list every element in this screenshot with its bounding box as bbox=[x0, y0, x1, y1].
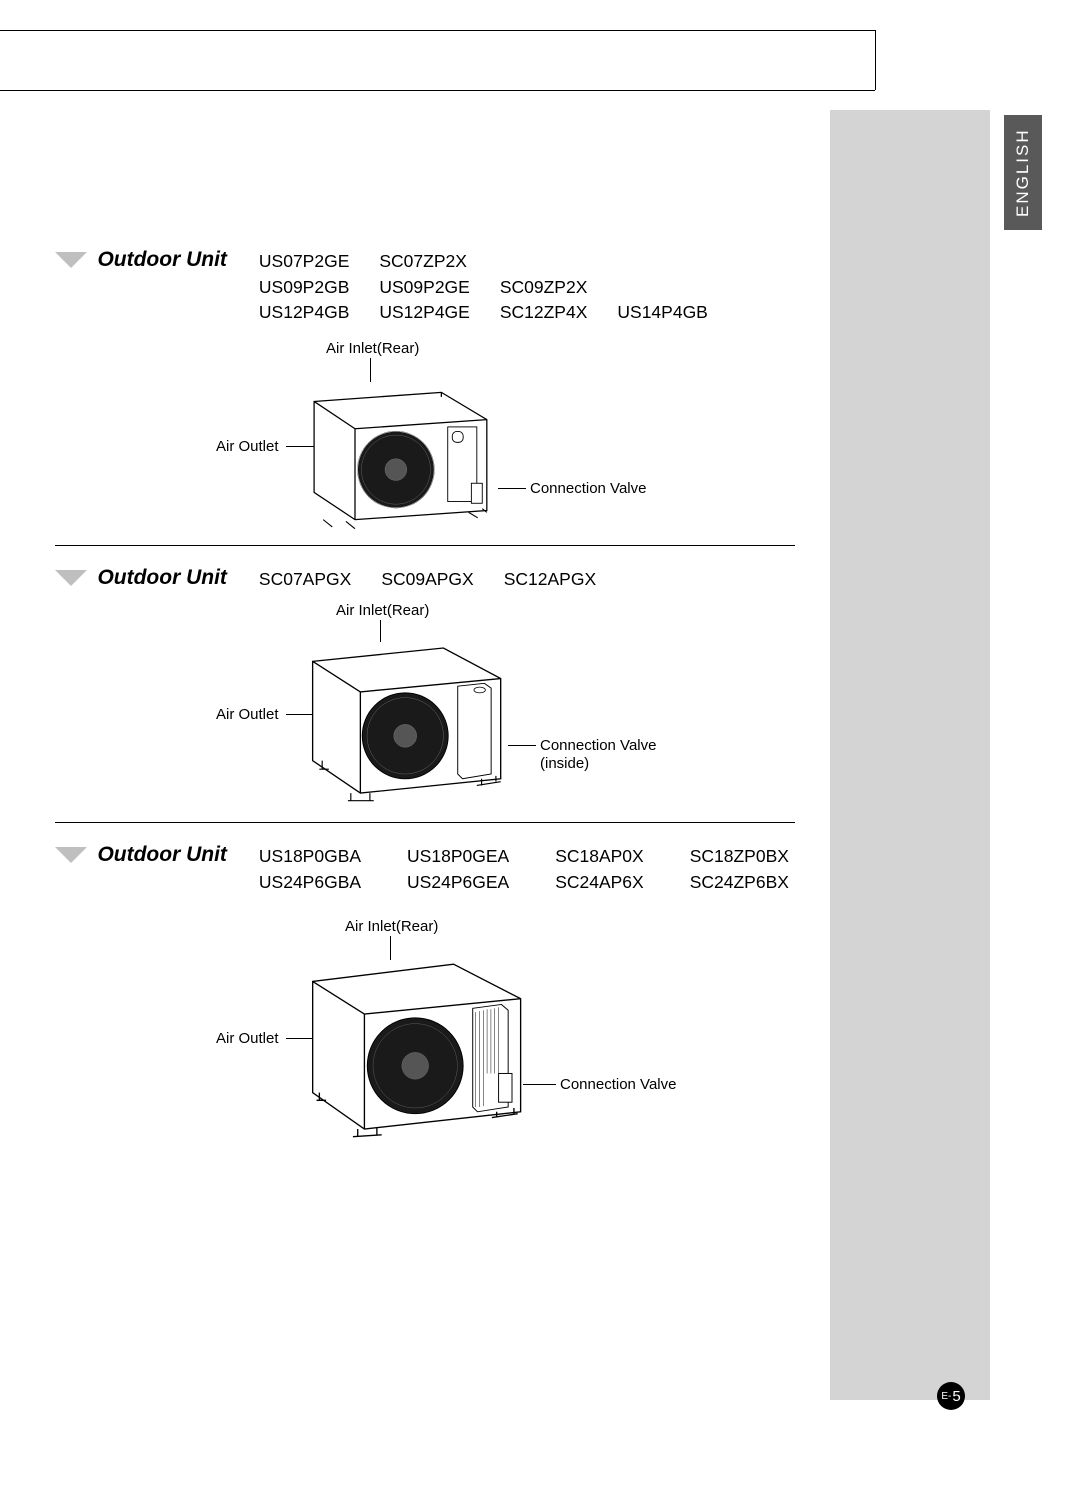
model: SC12ZP4X bbox=[500, 301, 616, 325]
model: SC09APGX bbox=[381, 568, 501, 592]
model: SC09ZP2X bbox=[500, 276, 616, 300]
model: US18P0GBA bbox=[259, 845, 405, 869]
diagram-3: Air Inlet(Rear) Air Outlet Connection Va… bbox=[220, 918, 780, 1168]
model-list: SC07APGX SC09APGX SC12APGX bbox=[257, 566, 626, 594]
section-2: Outdoor Unit SC07APGX SC09APGX SC12APGX bbox=[55, 566, 626, 594]
header-line-right bbox=[875, 30, 876, 90]
air-inlet-label: Air Inlet(Rear) bbox=[326, 340, 419, 357]
model: US09P2GE bbox=[379, 276, 497, 300]
section-divider bbox=[55, 822, 795, 823]
model: SC24ZP6BX bbox=[690, 871, 817, 895]
header-line-bottom bbox=[0, 90, 875, 91]
model bbox=[617, 276, 735, 300]
model: SC07APGX bbox=[259, 568, 379, 592]
air-outlet-label: Air Outlet bbox=[216, 438, 279, 455]
side-gray-bar bbox=[830, 110, 990, 1400]
page-number-badge: E-5 bbox=[937, 1382, 965, 1410]
model: US12P4GB bbox=[259, 301, 377, 325]
section-divider bbox=[55, 545, 795, 546]
section-title: Outdoor Unit bbox=[97, 248, 252, 272]
model: SC07ZP2X bbox=[379, 250, 497, 274]
valve-label: Connection Valve bbox=[530, 480, 646, 497]
header-line-top bbox=[0, 30, 875, 31]
valve-label: Connection Valve bbox=[560, 1076, 676, 1093]
model: SC12APGX bbox=[504, 568, 624, 592]
section-title: Outdoor Unit bbox=[97, 566, 252, 590]
valve-label: Connection Valve bbox=[540, 737, 656, 754]
air-outlet-label: Air Outlet bbox=[216, 706, 279, 723]
diagram-2: Air Inlet(Rear) Air Outlet Connection Va… bbox=[220, 602, 740, 822]
model: US09P2GB bbox=[259, 276, 377, 300]
outdoor-unit-drawing bbox=[305, 952, 535, 1147]
section-title: Outdoor Unit bbox=[97, 843, 252, 867]
section-3: Outdoor Unit US18P0GBA US18P0GEA SC18AP0… bbox=[55, 843, 819, 896]
language-tab: ENGLISH bbox=[1004, 115, 1042, 230]
air-inlet-label: Air Inlet(Rear) bbox=[345, 918, 438, 935]
model bbox=[617, 250, 735, 274]
valve-label-2: (inside) bbox=[540, 755, 589, 772]
model: US18P0GEA bbox=[407, 845, 553, 869]
model: US12P4GE bbox=[379, 301, 497, 325]
page-prefix: E- bbox=[941, 1391, 951, 1402]
model bbox=[500, 250, 616, 274]
section-1: Outdoor Unit US07P2GE SC07ZP2X US09P2GB … bbox=[55, 248, 738, 327]
model-list: US18P0GBA US18P0GEA SC18AP0X SC18ZP0BX U… bbox=[257, 843, 819, 896]
page-number: 5 bbox=[952, 1388, 960, 1405]
model-list: US07P2GE SC07ZP2X US09P2GB US09P2GE SC09… bbox=[257, 248, 738, 327]
model: US24P6GEA bbox=[407, 871, 553, 895]
triangle-icon bbox=[55, 847, 87, 863]
outdoor-unit-drawing bbox=[305, 634, 515, 809]
model: SC18AP0X bbox=[555, 845, 688, 869]
diagram-1: Air Inlet(Rear) Air Outlet Connection Va… bbox=[220, 340, 740, 550]
model: US24P6GBA bbox=[259, 871, 405, 895]
triangle-icon bbox=[55, 570, 87, 586]
model: SC18ZP0BX bbox=[690, 845, 817, 869]
air-inlet-label: Air Inlet(Rear) bbox=[336, 602, 429, 619]
outdoor-unit-drawing bbox=[305, 376, 505, 536]
model: US07P2GE bbox=[259, 250, 377, 274]
air-outlet-label: Air Outlet bbox=[216, 1030, 279, 1047]
triangle-icon bbox=[55, 252, 87, 268]
model: SC24AP6X bbox=[555, 871, 688, 895]
model: US14P4GB bbox=[617, 301, 735, 325]
